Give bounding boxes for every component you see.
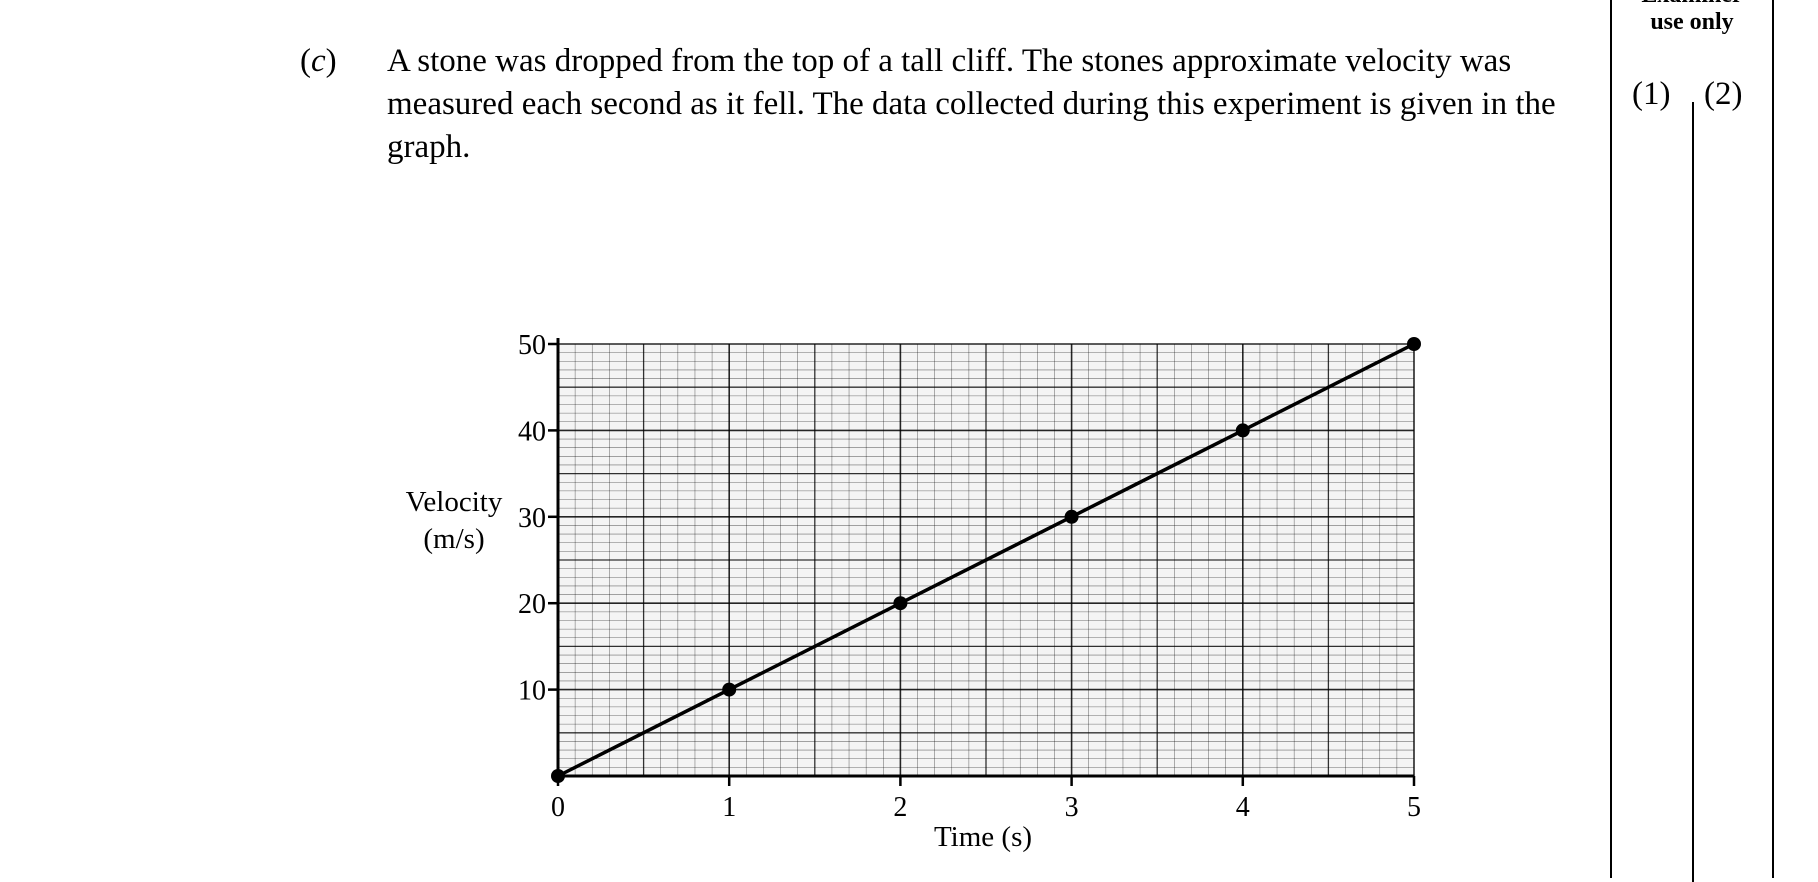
examiner-header: Examiner use only	[1612, 0, 1772, 36]
y-tick-label: 30	[518, 503, 546, 534]
y-tick-label: 20	[518, 589, 546, 620]
examiner-column-2: (2)	[1704, 76, 1743, 112]
examiner-column-divider	[1692, 102, 1694, 882]
examiner-margin: Examiner use only (1) (2)	[1610, 0, 1774, 882]
labels: Velocity (m/s) Time (s) 0 1 2 3 4 5 10 20 30 40 50	[406, 330, 1421, 853]
y-tick-label: 40	[518, 416, 546, 447]
series	[551, 337, 1421, 783]
x-tick-label: 0	[551, 792, 565, 823]
question-text: A stone was dropped from the top of a ta…	[387, 43, 1556, 165]
x-tick-label: 3	[1065, 792, 1079, 823]
x-axis-label: Time (s)	[934, 821, 1032, 853]
data-point	[893, 596, 908, 611]
y-tick-label: 10	[518, 676, 546, 707]
data-point	[722, 682, 737, 697]
examiner-header-top: Examiner	[1641, 0, 1742, 8]
chart-svg: Velocity (m/s) Time (s) 0 1 2 3 4 5 10 20 30 40 50	[406, 330, 1421, 853]
question-part-label: (c)	[300, 43, 337, 79]
axes	[548, 338, 1416, 786]
x-tick-label: 4	[1236, 792, 1250, 823]
x-tick-label: 5	[1407, 792, 1421, 823]
y-axis-label-line1: Velocity	[406, 486, 503, 518]
y-tick-label: 50	[518, 330, 546, 361]
series-line	[557, 342, 1415, 778]
data-point	[551, 769, 565, 783]
examiner-column-1: (1)	[1632, 76, 1671, 112]
y-axis-label-line2: (m/s)	[423, 523, 484, 555]
data-point	[1235, 423, 1250, 438]
data-point	[1407, 337, 1421, 351]
velocity-time-chart: Velocity (m/s) Time (s) 0 1 2 3 4 5 10 20 30 40 50	[398, 330, 1438, 870]
question-part-letter: c	[311, 43, 326, 79]
examiner-header-bottom: use only	[1650, 9, 1734, 35]
data-point	[1064, 509, 1079, 524]
x-tick-label: 1	[722, 792, 736, 823]
x-tick-label: 2	[893, 792, 907, 823]
